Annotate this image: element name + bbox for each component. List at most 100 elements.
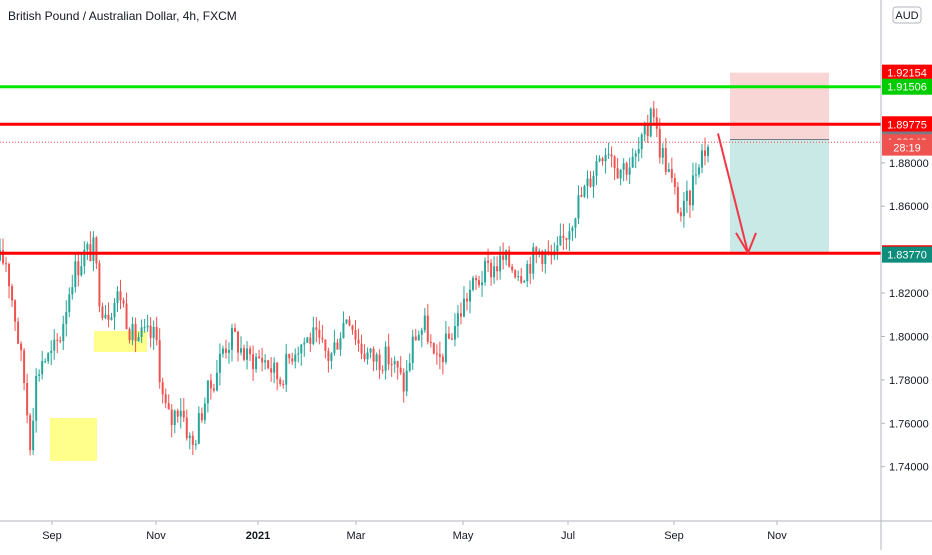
candle-up: [707, 146, 709, 156]
candle-up: [0, 250, 1, 261]
candle-up: [369, 348, 372, 353]
candle-up: [667, 169, 670, 172]
candle-up: [640, 134, 643, 149]
candle-down: [381, 369, 384, 371]
candle-up: [65, 312, 68, 325]
candle-down: [646, 125, 649, 137]
x-tick-label: Mar: [347, 530, 366, 542]
candle-up: [700, 150, 703, 168]
candle-up: [523, 281, 526, 283]
candle-up: [619, 169, 622, 179]
candle-down: [378, 354, 381, 370]
candle-down: [478, 280, 481, 286]
price-badge[interactable]: 28:19: [882, 139, 932, 156]
candle-down: [59, 340, 62, 342]
candle-up: [366, 352, 369, 360]
candle-up: [255, 356, 258, 370]
currency-label[interactable]: AUD: [892, 6, 922, 24]
candle-up: [333, 342, 336, 354]
candle-down: [176, 410, 179, 417]
candle-down: [703, 150, 706, 156]
candle-up: [227, 349, 230, 353]
price-badge-bg: [882, 78, 932, 95]
price-badge-text: 1.89775: [887, 119, 927, 131]
x-tick-label: May: [453, 530, 474, 542]
candle-up: [92, 237, 95, 262]
candle-down: [134, 323, 137, 341]
candle-down: [601, 158, 604, 162]
candle-up: [697, 167, 700, 175]
price-badge[interactable]: 1.83770: [882, 246, 932, 263]
candle-down: [318, 329, 321, 338]
candle-up: [188, 435, 191, 439]
currency-label-box: [892, 6, 922, 24]
candle-down: [149, 325, 152, 338]
price-badge[interactable]: 1.92154: [882, 64, 932, 81]
candle-down: [487, 260, 490, 263]
candle-up: [215, 372, 218, 391]
candle-down: [520, 276, 523, 283]
candle-down: [670, 169, 673, 179]
candle-up: [240, 348, 243, 353]
candle-down: [459, 313, 462, 317]
candle-down: [309, 337, 312, 344]
candle-down: [613, 156, 616, 169]
candle-up: [456, 313, 459, 327]
candle-down: [529, 264, 532, 274]
candle-down: [511, 266, 514, 271]
y-tick-label: 1.86000: [889, 201, 929, 213]
candle-down: [435, 353, 438, 355]
y-tick-label: 1.78000: [889, 375, 929, 387]
candle-down: [562, 235, 565, 238]
candle-up: [294, 354, 297, 362]
highlight-box: [94, 331, 147, 352]
candle-up: [140, 327, 143, 338]
candle-up: [35, 375, 38, 421]
candle-up: [408, 362, 411, 371]
candle-up: [32, 420, 35, 451]
candle-up: [637, 148, 640, 154]
candle-up: [574, 218, 577, 228]
candle-up: [607, 154, 610, 156]
candle-down: [164, 394, 167, 404]
candle-up: [583, 186, 586, 197]
candle-down: [363, 353, 366, 360]
candle-down: [200, 413, 203, 421]
candle-up: [230, 328, 233, 350]
candle-up: [628, 167, 631, 175]
candle-up: [420, 330, 423, 335]
candle-down: [547, 250, 550, 252]
candle-down: [224, 348, 227, 353]
candle-down: [610, 154, 613, 157]
candle-down: [354, 330, 357, 340]
candle-down: [475, 278, 478, 281]
candle-down: [676, 187, 679, 213]
candle-down: [372, 348, 375, 362]
price-badge[interactable]: 1.91506: [882, 78, 932, 95]
candle-down: [267, 360, 270, 369]
candle-up: [146, 325, 149, 328]
y-tick-label: 1.82000: [889, 288, 929, 300]
candle-down: [95, 237, 98, 264]
candle-down: [191, 435, 194, 445]
candle-down: [288, 353, 291, 359]
candle-down: [128, 329, 131, 341]
candle-up: [571, 227, 574, 232]
candle-up: [481, 282, 484, 286]
candle-up: [221, 348, 224, 354]
candle-down: [279, 379, 282, 384]
candle-up: [586, 178, 589, 187]
price-badge-bg: [882, 64, 932, 81]
candle-down: [426, 315, 429, 342]
candle-up: [505, 250, 508, 260]
candle-up: [499, 255, 502, 272]
candle-down: [402, 372, 405, 392]
candle-down: [625, 163, 628, 175]
candle-down: [432, 342, 435, 354]
price-badge-text: 1.92154: [887, 68, 927, 80]
price-badge[interactable]: 1.89775: [882, 116, 932, 133]
candle-up: [423, 315, 426, 331]
candle-up: [568, 231, 571, 240]
